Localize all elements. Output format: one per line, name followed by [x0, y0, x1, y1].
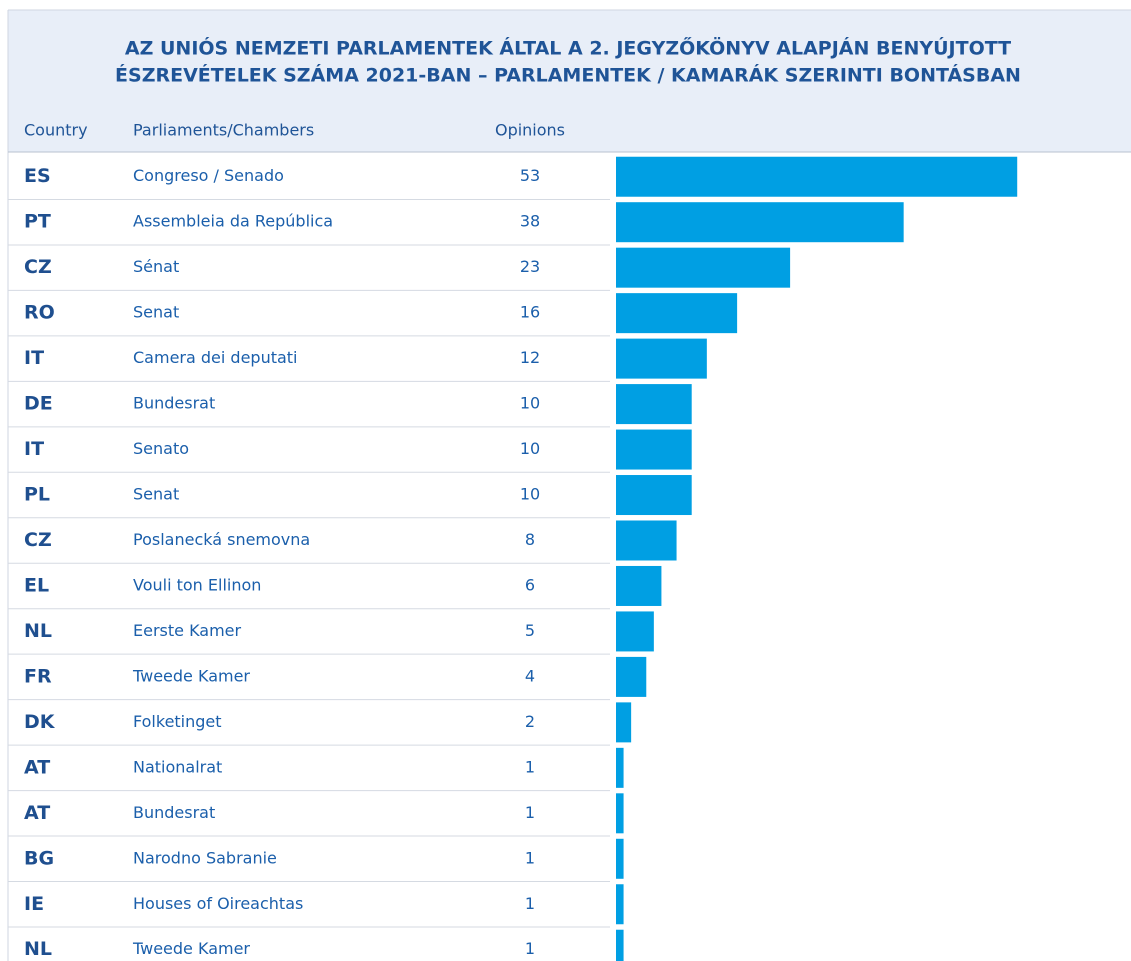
bar [616, 156, 1018, 197]
country: IT [24, 438, 44, 460]
country: RO [24, 302, 55, 324]
bar [616, 338, 707, 379]
country: ES [24, 165, 51, 187]
chamber: Nationalrat [133, 757, 222, 776]
chamber: Assembleia da República [133, 212, 333, 231]
bar [616, 202, 904, 243]
country: AT [24, 802, 50, 824]
country: AT [24, 756, 50, 778]
header-bg [8, 10, 1131, 152]
chamber: Senat [133, 303, 179, 322]
country: NL [24, 620, 52, 642]
value-label: 10 [520, 394, 540, 413]
chamber: Eerste Kamer [133, 621, 242, 640]
value-label: 53 [520, 166, 540, 185]
chamber: Bundesrat [133, 803, 215, 822]
bar [616, 884, 624, 925]
bar [616, 611, 654, 652]
country: IE [24, 893, 44, 915]
bar [616, 565, 662, 606]
chamber: Houses of Oireachtas [133, 894, 303, 913]
bar [616, 475, 692, 516]
value-label: 1 [525, 803, 535, 822]
value-label: 2 [525, 712, 535, 731]
value-label: 1 [525, 757, 535, 776]
value-label: 1 [525, 894, 535, 913]
bar [616, 793, 624, 834]
chamber: Sénat [133, 257, 179, 276]
country: DK [24, 711, 56, 733]
value-label: 10 [520, 439, 540, 458]
chamber: Senat [133, 485, 179, 504]
bar [616, 384, 692, 425]
country: IT [24, 347, 44, 369]
bar [616, 429, 692, 470]
country: CZ [24, 256, 52, 278]
value-label: 38 [520, 212, 540, 231]
chamber: Camera dei deputati [133, 348, 298, 367]
country: NL [24, 938, 52, 960]
chamber: Tweede Kamer [132, 666, 250, 685]
country: CZ [24, 529, 52, 551]
chamber: Vouli ton Ellinon [133, 575, 261, 594]
value-label: 23 [520, 257, 540, 276]
country: EL [24, 574, 49, 596]
chamber: Congreso / Senado [133, 166, 284, 185]
value-label: 8 [525, 530, 535, 549]
bar [616, 838, 624, 879]
bar [616, 929, 624, 961]
bar [616, 293, 738, 334]
chart-title: ÉSZREVÉTELEK SZÁMA 2021-BAN – PARLAMENTE… [115, 64, 1021, 87]
country: FR [24, 665, 52, 687]
chamber: Tweede Kamer [132, 939, 250, 958]
bar [616, 656, 647, 697]
value-label: 12 [520, 348, 540, 367]
chamber: Bundesrat [133, 394, 215, 413]
column-header: Parliaments/Chambers [133, 121, 314, 140]
bar [616, 702, 632, 743]
value-label: 4 [525, 666, 535, 685]
chart-title: AZ UNIÓS NEMZETI PARLAMENTEK ÁLTAL A 2. … [125, 36, 1011, 60]
bar [616, 747, 624, 788]
country: PT [24, 211, 51, 233]
value-label: 6 [525, 575, 535, 594]
column-header: Opinions [495, 121, 565, 140]
value-label: 16 [520, 303, 540, 322]
column-header: Country [24, 121, 88, 140]
bar [616, 247, 791, 288]
value-label: 5 [525, 621, 535, 640]
chamber: Poslanecká snemovna [133, 530, 310, 549]
bar [616, 520, 677, 561]
value-label: 1 [525, 848, 535, 867]
value-label: 1 [525, 939, 535, 958]
chamber: Folketinget [133, 712, 222, 731]
country: BG [24, 847, 54, 869]
chamber: Narodno Sabranie [133, 848, 277, 867]
value-label: 10 [520, 485, 540, 504]
chamber: Senato [133, 439, 189, 458]
country: PL [24, 484, 50, 506]
country: DE [24, 393, 53, 415]
